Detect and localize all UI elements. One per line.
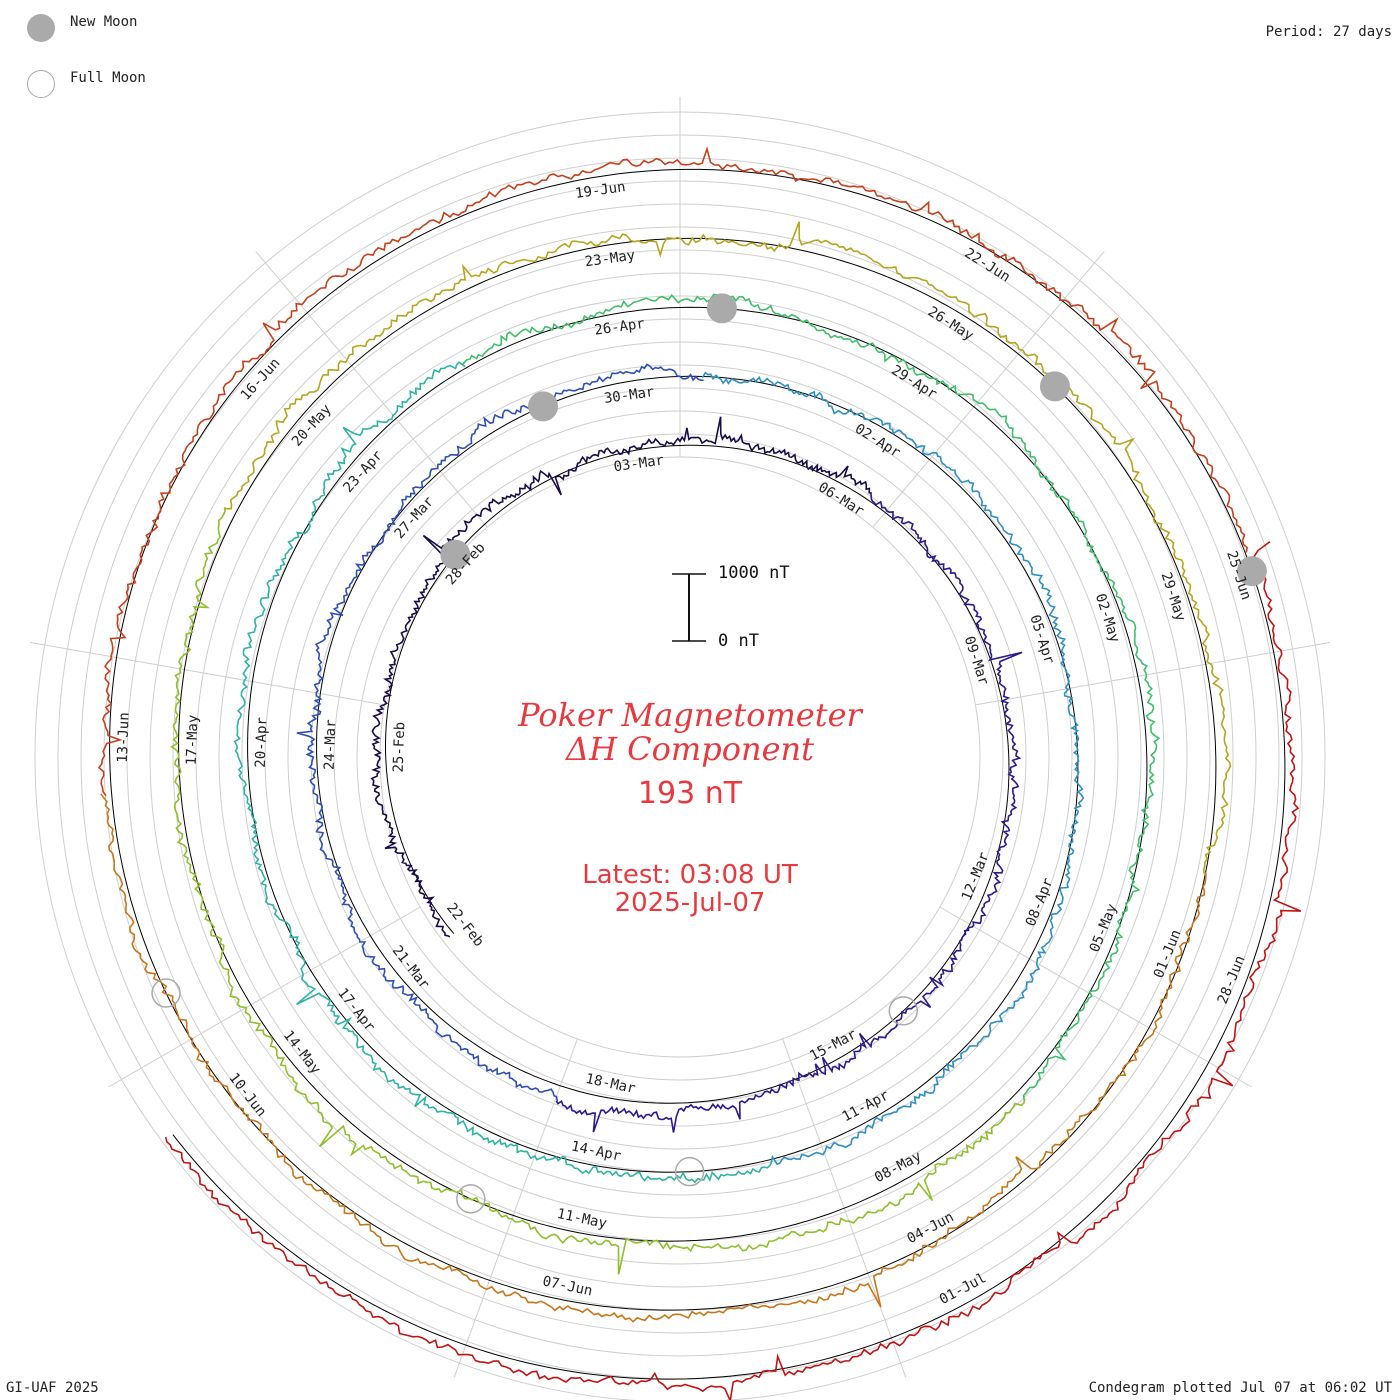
latest-date: 2025-Jul-07: [614, 888, 766, 918]
new-moon-marker: [1236, 556, 1267, 587]
date-label: 26-Apr: [593, 316, 645, 339]
scale-bar: [672, 573, 706, 642]
date-label: 23-May: [584, 247, 636, 270]
date-label: 14-Apr: [570, 1138, 623, 1164]
date-label: 07-Jun: [541, 1273, 594, 1299]
date-label: 30-Mar: [603, 384, 655, 407]
full-moon-marker: [151, 978, 181, 1008]
date-label: 21-Mar: [389, 943, 433, 993]
date-label: 01-Jul: [937, 1270, 989, 1308]
radial-spoke: [255, 251, 488, 528]
series-line-5: [461, 293, 1161, 1102]
series-line-3: [701, 371, 1085, 1166]
current-value: 193 nT: [637, 776, 743, 811]
full-moon-legend-label: Full Moon: [70, 70, 146, 86]
baseline-path: [109, 168, 1286, 1380]
full-moon-marker: [674, 1156, 705, 1187]
footer-credit: GI-UAF 2025: [6, 1380, 99, 1396]
data-series: [97, 146, 1302, 1400]
date-label: 03-Mar: [613, 452, 665, 475]
date-label: 02-Apr: [852, 421, 903, 461]
date-label: 02-May: [1092, 592, 1123, 645]
chart-subtitle: ΔH Component: [565, 730, 815, 768]
series-line-9: [97, 146, 1248, 797]
radial-spoke: [872, 251, 1105, 528]
new-moon-marker: [440, 539, 471, 570]
date-label: 01-Jun: [1151, 928, 1185, 981]
series-line-7: [223, 221, 1232, 874]
series-line-6: [170, 507, 1026, 1275]
date-label: 25-Feb: [391, 722, 409, 773]
date-label: 29-May: [1158, 570, 1189, 623]
new-moon-legend-label: New Moon: [70, 14, 138, 30]
scale-top-label: 1000 nT: [718, 563, 790, 583]
new-moon-marker: [706, 293, 737, 324]
date-label: 08-May: [872, 1148, 924, 1186]
date-label: 13-Jun: [115, 712, 133, 763]
series-line-8: [100, 793, 1207, 1323]
date-label: 22-Feb: [443, 900, 487, 950]
date-label: 08-Apr: [1023, 876, 1057, 929]
radial-spoke: [939, 906, 1252, 1088]
moon-markers: [151, 293, 1267, 1214]
full-moon-marker: [888, 996, 919, 1026]
date-label: 17-May: [184, 714, 202, 765]
latest-time: Latest: 03:08 UT: [582, 860, 798, 890]
date-label: 19-Jun: [574, 179, 626, 202]
radial-spoke: [975, 641, 1331, 706]
date-label: 10-Jun: [226, 1070, 270, 1120]
new-moon-marker: [528, 391, 559, 422]
date-label: 20-Apr: [253, 717, 271, 768]
series-line-4: [233, 361, 773, 1184]
date-label: 17-Apr: [334, 985, 378, 1035]
date-label: 24-Mar: [322, 719, 340, 770]
footer-plot-time: Condegram plotted Jul 07 at 06:02 UT: [1088, 1380, 1392, 1396]
radial-spoke: [29, 641, 385, 706]
date-label: 11-May: [555, 1206, 608, 1232]
date-label: 18-Mar: [584, 1071, 637, 1097]
date-label: 05-Apr: [1026, 613, 1057, 666]
new-moon-marker: [1039, 371, 1070, 402]
series-line-1: [555, 492, 1023, 1133]
series-line-2: [296, 363, 704, 1102]
radial-spokes: [29, 97, 1331, 1378]
new-moon-legend-icon: [27, 14, 55, 42]
period-label: Period: 27 days: [1265, 24, 1392, 40]
radial-spoke: [453, 1038, 578, 1378]
chart-title: Poker Magnetometer: [518, 696, 862, 734]
date-label: 11-Apr: [840, 1087, 892, 1125]
scale-bottom-label: 0 nT: [718, 631, 759, 651]
date-label: 22-Jun: [961, 245, 1012, 285]
series-line-0: [370, 416, 872, 938]
full-moon-marker: [456, 1184, 486, 1214]
series-line-10: [164, 540, 1302, 1400]
radial-spoke: [108, 906, 421, 1088]
full-moon-legend-icon: [27, 70, 55, 98]
date-label: 06-Mar: [815, 479, 866, 519]
baseline-spiral: [109, 168, 1286, 1380]
